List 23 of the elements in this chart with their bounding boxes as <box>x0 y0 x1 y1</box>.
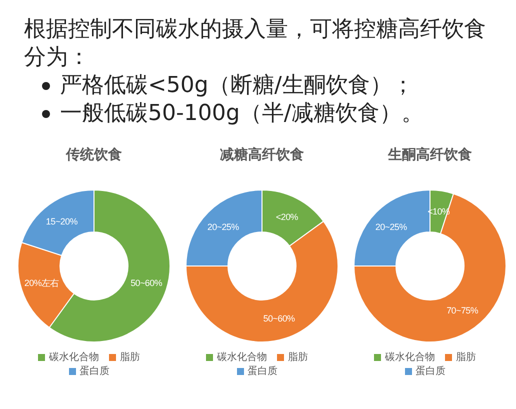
legend-label: 蛋白质 <box>248 366 278 377</box>
legend-label: 脂肪 <box>288 352 308 363</box>
legend-label: 蛋白质 <box>416 366 446 377</box>
chart-title: 生酮高纤饮食 <box>388 146 472 165</box>
legend-label: 碳水化合物 <box>217 352 267 363</box>
text: 严格低碳<50g（断糖/生酮饮食）； <box>60 72 414 100</box>
legend-label: 碳水化合物 <box>49 352 99 363</box>
text: 根据控制不同碳水的摄入量，可将控糖高纤饮食分为： <box>24 16 487 72</box>
chart-title: 减糖高纤饮食 <box>220 146 304 165</box>
data-label: 20~25% <box>375 222 408 232</box>
data-label: 50~60% <box>130 278 162 288</box>
data-label: 20%左右 <box>24 278 60 288</box>
data-label: 20~25% <box>207 222 240 232</box>
legend-label: 蛋白质 <box>80 366 110 377</box>
text: 一般低碳50-100g（半/减糖饮食）。 <box>60 100 424 128</box>
legend-label: 脂肪 <box>456 352 476 363</box>
data-label: 15~20% <box>46 216 78 227</box>
legend-label: 脂肪 <box>120 352 140 363</box>
data-label: 50~60% <box>263 313 296 324</box>
data-label: 70~75% <box>446 305 478 316</box>
legend-label: 碳水化合物 <box>385 352 435 363</box>
data-label: <20% <box>276 212 298 222</box>
chart-title: 传统饮食 <box>66 146 122 165</box>
